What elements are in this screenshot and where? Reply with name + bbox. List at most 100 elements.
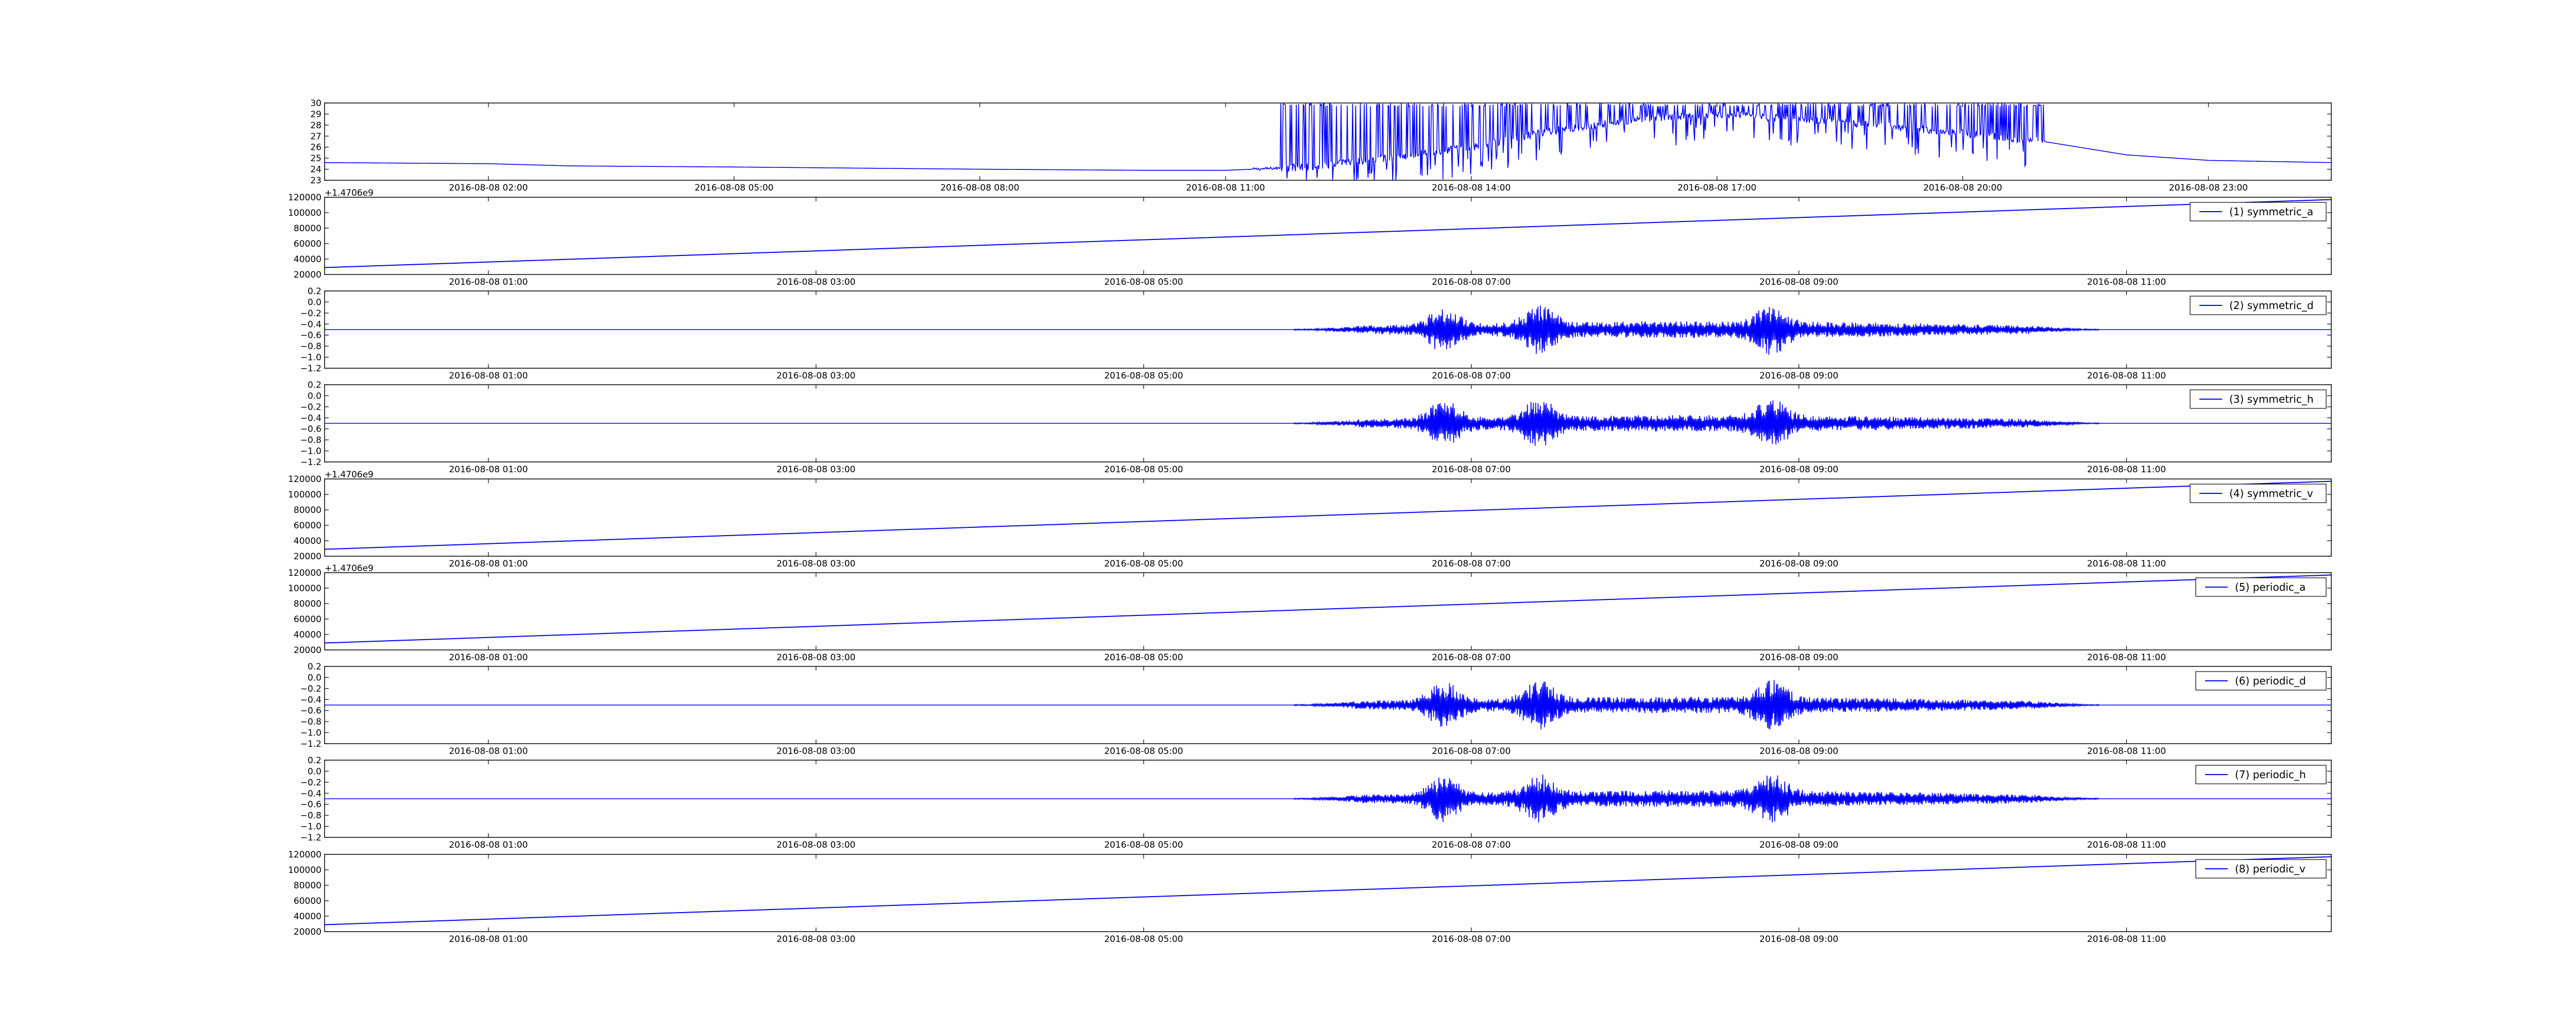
legend-label: (4) symmetric_v (2229, 487, 2313, 500)
ytick-label: −0.6 (300, 800, 321, 810)
xtick-label: 2016-08-08 01:00 (449, 840, 528, 850)
series-line-7 (325, 774, 2331, 823)
axes-frame-4 (324, 478, 2332, 557)
ytick-label: −0.6 (300, 706, 321, 716)
ytick-label: 100000 (288, 583, 321, 594)
ytick-label: 30 (310, 98, 321, 109)
ytick-label: 100000 (288, 208, 321, 218)
xtick-label: 2016-08-08 05:00 (1104, 934, 1183, 945)
ytick-label: 40000 (294, 254, 321, 265)
ytick-label: 40000 (294, 536, 321, 546)
ytick-label: 20000 (294, 645, 321, 656)
ytick-label: 0.0 (308, 391, 321, 401)
ytick-label: 0.2 (308, 286, 321, 297)
series-line-5 (325, 574, 2331, 644)
ytick-label: 29 (310, 109, 321, 119)
xtick-label: 2016-08-08 03:00 (776, 465, 855, 475)
series-line-3 (325, 400, 2331, 446)
xtick-label: 2016-08-08 05:00 (1104, 559, 1183, 569)
subplot-5: 120000 100000 80000 60000 40000 20000 2016-08-… (288, 563, 2332, 663)
ytick-label: 80000 (294, 599, 321, 609)
ytick-label: 120000 (288, 474, 321, 485)
ytick-label: −1.2 (300, 364, 321, 374)
xtick-label: 2016-08-08 05:00 (1104, 840, 1183, 850)
ytick-label: 0.0 (308, 766, 321, 777)
ytick-label: 80000 (294, 224, 321, 234)
xtick-label: 2016-08-08 05:00 (1104, 746, 1183, 757)
xtick-label: 2016-08-08 09:00 (1759, 746, 1838, 757)
ytick-label: −0.4 (300, 788, 321, 799)
xtick-label: 2016-08-08 08:00 (940, 183, 1019, 193)
xtick-label: 2016-08-08 01:00 (449, 559, 528, 569)
ytick-label: 40000 (294, 912, 321, 922)
xtick-label: 2016-08-08 20:00 (1923, 183, 2002, 193)
ytick-label: 60000 (294, 896, 321, 906)
xtick-label: 2016-08-08 07:00 (1432, 277, 1511, 287)
subplot-8: 120000 100000 80000 60000 40000 20000 2016-08-… (288, 850, 2332, 945)
xtick-label: 2016-08-08 17:00 (1677, 183, 1756, 193)
xtick-label: 2016-08-08 03:00 (776, 371, 855, 381)
xtick-label: 2016-08-08 01:00 (449, 371, 528, 381)
xtick-label: 2016-08-08 03:00 (776, 934, 855, 945)
ytick-label: 60000 (294, 614, 321, 625)
subplot-2: 0.20.0−0.2−0.4−0.6−0.8−1.0−1.2 2016-08-08… (300, 286, 2332, 381)
xtick-label: 2016-08-08 05:00 (1104, 371, 1183, 381)
xtick-label: 2016-08-08 11:00 (2087, 559, 2166, 569)
subplot-6: 0.20.0−0.2−0.4−0.6−0.8−1.0−1.2 2016-08-08… (300, 662, 2332, 757)
legend-label: (8) periodic_v (2235, 863, 2306, 875)
ytick-label: 40000 (294, 630, 321, 640)
subplot-1: 120000 100000 80000 60000 40000 20000 2016-08-… (288, 188, 2332, 287)
xtick-label: 2016-08-08 11:00 (2087, 840, 2166, 850)
ytick-label: 60000 (294, 239, 321, 249)
axes-frame-5 (324, 572, 2332, 650)
ytick-label: 100000 (288, 865, 321, 876)
axes-frame-7 (324, 760, 2332, 838)
ytick-label: −0.6 (300, 424, 321, 435)
ytick-label: 0.0 (308, 673, 321, 683)
legend-label: (7) periodic_h (2235, 768, 2306, 781)
ytick-label: 24 (310, 165, 321, 175)
xtick-label: 2016-08-08 05:00 (1104, 277, 1183, 287)
axes-frame-1 (324, 197, 2332, 275)
axes-frame-8 (324, 854, 2332, 932)
ytick-label: 25 (310, 153, 321, 164)
ytick-label: 20000 (294, 552, 321, 562)
xtick-label: 2016-08-08 07:00 (1432, 653, 1511, 663)
series-line-6 (325, 680, 2331, 730)
xtick-label: 2016-08-08 03:00 (776, 746, 855, 757)
ytick-label: 120000 (288, 568, 321, 578)
ytick-label: −0.2 (300, 308, 321, 319)
ytick-label: −1.2 (300, 833, 321, 843)
xtick-label: 2016-08-08 05:00 (694, 183, 773, 193)
ytick-label: −1.2 (300, 457, 321, 468)
xtick-label: 2016-08-08 07:00 (1432, 465, 1511, 475)
xtick-label: 2016-08-08 07:00 (1432, 840, 1511, 850)
xtick-label: 2016-08-08 11:00 (2087, 934, 2166, 945)
ytick-label: −0.2 (300, 684, 321, 694)
axes-frame-3 (324, 384, 2332, 462)
ytick-label: 28 (310, 121, 321, 131)
legend: (7) periodic_h (2195, 765, 2327, 784)
legend: (8) periodic_v (2195, 859, 2327, 879)
series-line-4 (325, 480, 2331, 550)
ytick-label: −0.8 (300, 717, 321, 727)
ytick-label: −0.4 (300, 319, 321, 330)
legend: (2) symmetric_d (2190, 296, 2327, 315)
xtick-label: 2016-08-08 05:00 (1104, 653, 1183, 663)
xtick-label: 2016-08-08 11:00 (2087, 465, 2166, 475)
legend-label: (1) symmetric_a (2229, 205, 2313, 218)
xtick-label: 2016-08-08 11:00 (2087, 746, 2166, 757)
axis-offset-label: +1.4706e9 (325, 563, 374, 574)
xtick-label: 2016-08-08 03:00 (776, 559, 855, 569)
axes-frame-0 (324, 102, 2332, 181)
axes-frame-2 (324, 290, 2332, 369)
axis-offset-label: +1.4706e9 (325, 188, 374, 198)
series-line-0 (325, 103, 2331, 180)
ytick-label: 120000 (288, 850, 321, 860)
ytick-label: 20000 (294, 927, 321, 937)
axis-offset-label: +1.4706e9 (325, 470, 374, 480)
ytick-label: −0.2 (300, 778, 321, 788)
ytick-label: 60000 (294, 521, 321, 531)
xtick-label: 2016-08-08 01:00 (449, 277, 528, 287)
ytick-label: 0.2 (308, 756, 321, 766)
